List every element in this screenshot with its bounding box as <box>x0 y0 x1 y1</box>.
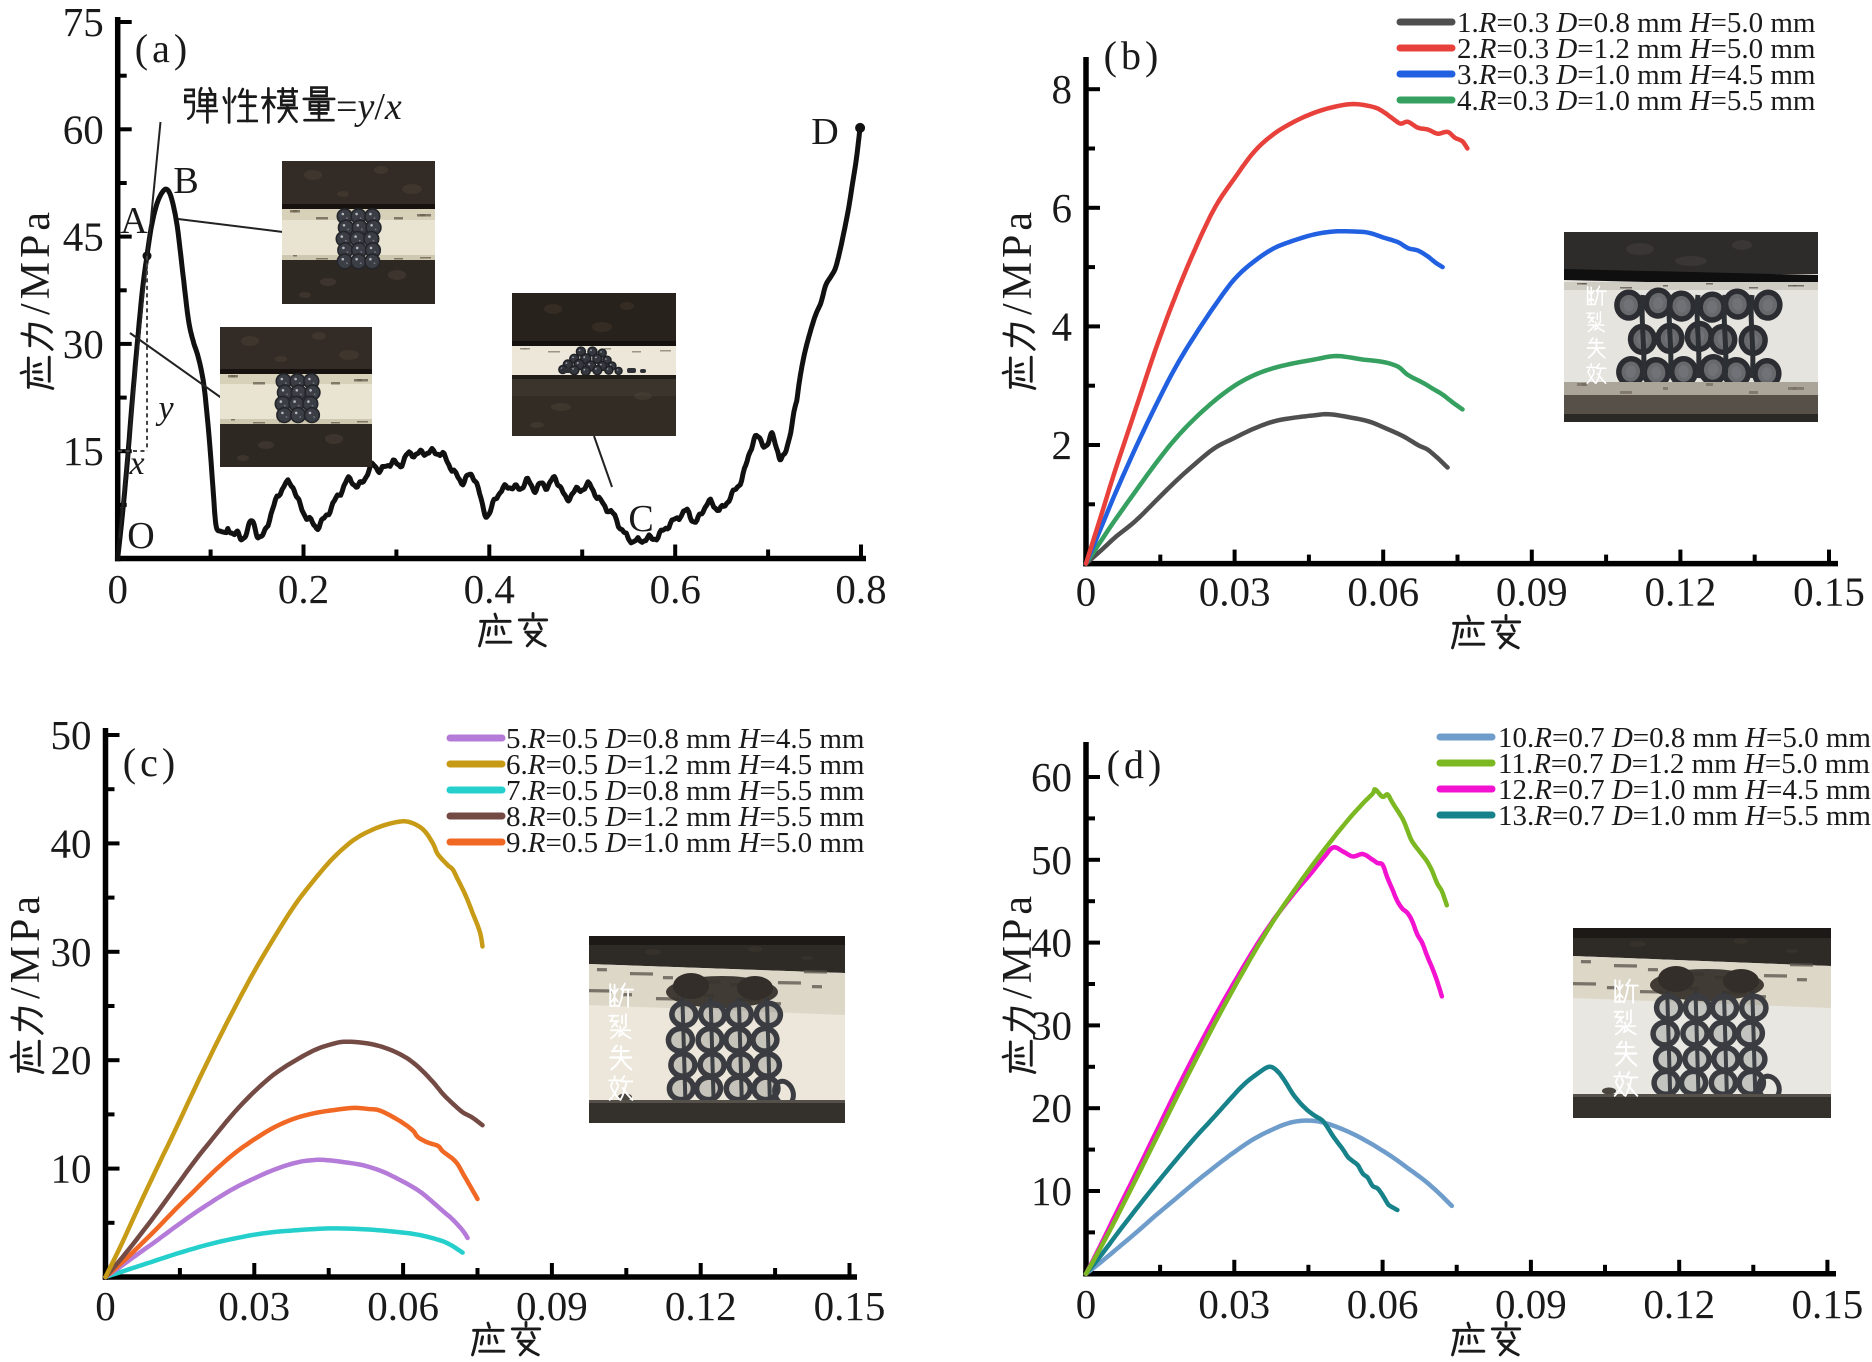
svg-text:O: O <box>127 515 154 557</box>
svg-text:(c): (c) <box>123 740 179 785</box>
svg-text:40: 40 <box>51 820 92 866</box>
svg-text:0.15: 0.15 <box>1793 569 1865 615</box>
svg-text:0.6: 0.6 <box>650 566 701 612</box>
svg-text:0.06: 0.06 <box>367 1283 439 1329</box>
svg-text:2: 2 <box>1052 422 1073 468</box>
svg-text:(b): (b) <box>1104 33 1163 78</box>
svg-text:0.2: 0.2 <box>278 566 329 612</box>
svg-text:5.R=0.5 D=0.8 mm H=4.5 mm: 5.R=0.5 D=0.8 mm H=4.5 mm <box>506 723 865 755</box>
svg-text:11.R=0.7 D=1.2 mm H=5.0 mm: 11.R=0.7 D=1.2 mm H=5.0 mm <box>1498 748 1870 780</box>
svg-text:0.8: 0.8 <box>835 566 886 612</box>
svg-text:10.R=0.7 D=0.8 mm H=5.0 mm: 10.R=0.7 D=0.8 mm H=5.0 mm <box>1498 722 1871 754</box>
svg-text:0.4: 0.4 <box>464 566 515 612</box>
svg-text:/MPa: /MPa <box>995 208 1041 315</box>
svg-text:C: C <box>628 498 653 540</box>
svg-text:B: B <box>173 160 198 202</box>
svg-text:0: 0 <box>1076 1281 1097 1327</box>
svg-text:20: 20 <box>1031 1085 1072 1131</box>
svg-text:50: 50 <box>1031 837 1072 883</box>
svg-text:9.R=0.5 D=1.0 mm H=5.0 mm: 9.R=0.5 D=1.0 mm H=5.0 mm <box>506 827 865 859</box>
svg-text:0.06: 0.06 <box>1347 569 1419 615</box>
svg-text:15: 15 <box>63 428 104 474</box>
svg-text:8: 8 <box>1052 66 1073 112</box>
svg-text:A: A <box>120 200 148 242</box>
svg-text:0.03: 0.03 <box>1199 569 1271 615</box>
svg-text:13.R=0.7 D=1.0 mm H=5.5 mm: 13.R=0.7 D=1.0 mm H=5.5 mm <box>1498 800 1871 832</box>
svg-text:45: 45 <box>63 214 104 260</box>
svg-text:/MPa: /MPa <box>13 208 59 315</box>
svg-text:/MPa: /MPa <box>3 892 49 999</box>
svg-text:0.15: 0.15 <box>814 1283 886 1329</box>
svg-text:7.R=0.5 D=0.8 mm H=5.5 mm: 7.R=0.5 D=0.8 mm H=5.5 mm <box>506 775 865 807</box>
svg-text:0.12: 0.12 <box>1645 569 1717 615</box>
svg-text:D: D <box>811 111 838 153</box>
svg-text:6: 6 <box>1052 185 1073 231</box>
svg-text:8.R=0.5 D=1.2 mm H=5.5 mm: 8.R=0.5 D=1.2 mm H=5.5 mm <box>506 801 865 833</box>
svg-text:0: 0 <box>107 566 128 612</box>
svg-text:0.15: 0.15 <box>1792 1281 1864 1327</box>
svg-text:30: 30 <box>1031 1002 1072 1048</box>
svg-text:40: 40 <box>1031 920 1072 966</box>
svg-text:4.R=0.3 D=1.0 mm H=5.5 mm: 4.R=0.3 D=1.0 mm H=5.5 mm <box>1457 85 1816 117</box>
svg-text:0.06: 0.06 <box>1347 1281 1419 1327</box>
svg-text:(a): (a) <box>135 26 191 71</box>
svg-text:0.03: 0.03 <box>1198 1281 1270 1327</box>
svg-text:1.R=0.3 D=0.8 mm H=5.0 mm: 1.R=0.3 D=0.8 mm H=5.0 mm <box>1457 7 1816 39</box>
svg-text:0: 0 <box>1076 569 1097 615</box>
svg-text:0.03: 0.03 <box>218 1283 290 1329</box>
svg-text:x: x <box>128 445 144 482</box>
svg-text:3.R=0.3 D=1.0 mm H=4.5 mm: 3.R=0.3 D=1.0 mm H=4.5 mm <box>1457 59 1816 91</box>
svg-text:50: 50 <box>51 712 92 758</box>
svg-text:0.12: 0.12 <box>665 1283 737 1329</box>
svg-text:y: y <box>155 390 174 427</box>
svg-text:30: 30 <box>51 929 92 975</box>
svg-text:60: 60 <box>1031 754 1072 800</box>
svg-text:0.09: 0.09 <box>1495 1281 1567 1327</box>
svg-text:75: 75 <box>63 0 104 45</box>
svg-text:10: 10 <box>1031 1168 1072 1214</box>
svg-text:0.12: 0.12 <box>1643 1281 1715 1327</box>
svg-text:10: 10 <box>51 1146 92 1192</box>
svg-text:/MPa: /MPa <box>995 892 1041 999</box>
svg-text:30: 30 <box>63 321 104 367</box>
svg-text:2.R=0.3 D=1.2 mm H=5.0 mm: 2.R=0.3 D=1.2 mm H=5.0 mm <box>1457 33 1816 65</box>
svg-text:=y/x: =y/x <box>336 86 402 128</box>
svg-text:4: 4 <box>1052 303 1073 349</box>
svg-text:0: 0 <box>95 1283 116 1329</box>
svg-text:(d): (d) <box>1107 742 1166 787</box>
svg-text:0.09: 0.09 <box>516 1283 588 1329</box>
svg-text:12.R=0.7 D=1.0 mm H=4.5 mm: 12.R=0.7 D=1.0 mm H=4.5 mm <box>1498 774 1871 806</box>
svg-text:60: 60 <box>63 106 104 152</box>
svg-text:20: 20 <box>51 1037 92 1083</box>
svg-text:0.09: 0.09 <box>1496 569 1568 615</box>
svg-text:6.R=0.5 D=1.2 mm H=4.5 mm: 6.R=0.5 D=1.2 mm H=4.5 mm <box>506 749 865 781</box>
